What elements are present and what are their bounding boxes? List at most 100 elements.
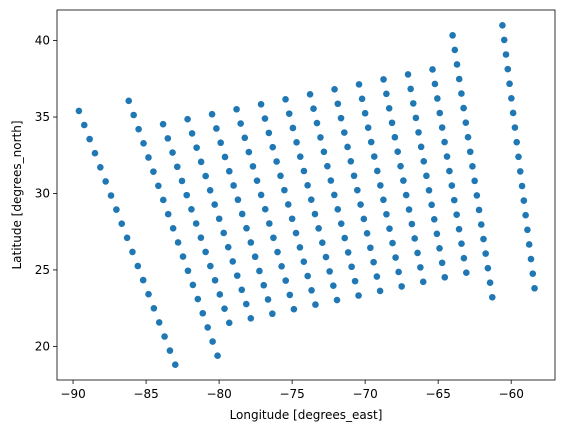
scatter-point [266,220,273,227]
scatter-point [449,32,456,39]
scatter-point [425,187,433,194]
x-axis: −90 −85 −80 −75 −70 −65 −60 [60,380,524,401]
scatter-point [508,95,515,102]
scatter-point [355,292,362,299]
scatter-point [155,319,163,326]
scatter-point [527,255,535,263]
scatter-point [531,284,538,292]
scatter-point [247,239,255,246]
scatter-point [516,168,524,175]
scatter-point [247,314,255,322]
scatter-point [178,177,186,185]
scatter-point [169,224,177,232]
scatter-point [402,191,410,199]
scatter-point [145,290,152,298]
scatter-point [277,172,284,180]
scatter-point [429,66,436,73]
scatter-point [348,263,355,271]
scatter-point [174,239,182,246]
scatter-point [451,46,459,54]
scatter-point [269,143,277,151]
scatter-point [367,244,374,252]
scatter-point [458,240,465,247]
scatter-point [216,291,224,298]
scatter-point [341,234,349,242]
scatter-point [188,206,195,213]
scatter-point [361,109,369,117]
scatter-point [509,109,517,117]
scatter-point [243,224,250,232]
scatter-point [443,153,451,160]
scatter-point [511,124,519,131]
y-tick-label: 35 [35,110,50,124]
scatter-point [364,124,372,131]
scatter-point [395,268,402,276]
scatter-point [330,282,337,290]
scatter-point [383,210,390,218]
scatter-point [337,114,345,122]
scatter-point [482,250,489,257]
scatter-point [245,148,253,156]
scatter-point [183,191,191,199]
x-tick-label: −70 [352,387,377,401]
scatter-point [261,205,269,213]
scatter-point [75,107,83,115]
scatter-point [211,201,218,208]
scatter-point [199,309,207,317]
scatter-point [293,139,300,146]
scatter-point [225,319,233,327]
scatter-point [234,196,242,204]
scatter-point [388,119,396,127]
scatter-point [194,295,202,303]
scatter-point [107,192,115,199]
scatter-point [471,177,478,185]
y-tick-label: 20 [35,339,50,353]
scatter-point [441,138,448,146]
scatter-point [334,205,342,213]
scatter-point [374,167,381,175]
scatter-point [453,211,460,218]
scatter-point [506,80,513,88]
scatter-point [407,85,414,93]
scatter-point [261,115,269,122]
scatter-point [513,138,520,146]
scatter-point [282,277,290,284]
scatter-point [159,196,167,204]
scatter-point [202,172,209,180]
scatter-point [391,133,399,141]
scatter-point [473,192,481,199]
scatter-point [380,76,387,83]
plot-area-frame [56,9,556,381]
scatter-point [206,187,214,194]
scatter-point [230,182,237,189]
scatter-point [274,248,281,256]
scatter-point [350,172,358,180]
scatter-point [458,90,465,97]
scatter-point [376,287,384,295]
scatter-point [306,91,314,98]
scatter-point [333,296,341,304]
y-tick-label: 25 [35,263,50,277]
scatter-point [192,220,200,227]
scatter-point [169,149,176,156]
scatter-point [331,191,338,199]
scatter-point [326,268,333,275]
scatter-point [312,301,319,308]
scatter-point [233,272,241,279]
scatter-point [518,182,526,190]
scatter-point [233,105,240,113]
scatter-point [256,267,263,275]
scatter-point [135,125,142,133]
scatter-point [453,61,461,68]
scatter-point [155,182,162,190]
scatter-point [423,172,430,180]
scatter-point [193,144,200,151]
scatter-point [438,124,446,131]
scatter-point [417,143,425,151]
scatter-point [289,124,297,132]
scatter-point [311,210,319,218]
scatter-point [260,281,268,289]
x-tick-label: −90 [60,387,85,401]
scatter-point [500,36,508,44]
